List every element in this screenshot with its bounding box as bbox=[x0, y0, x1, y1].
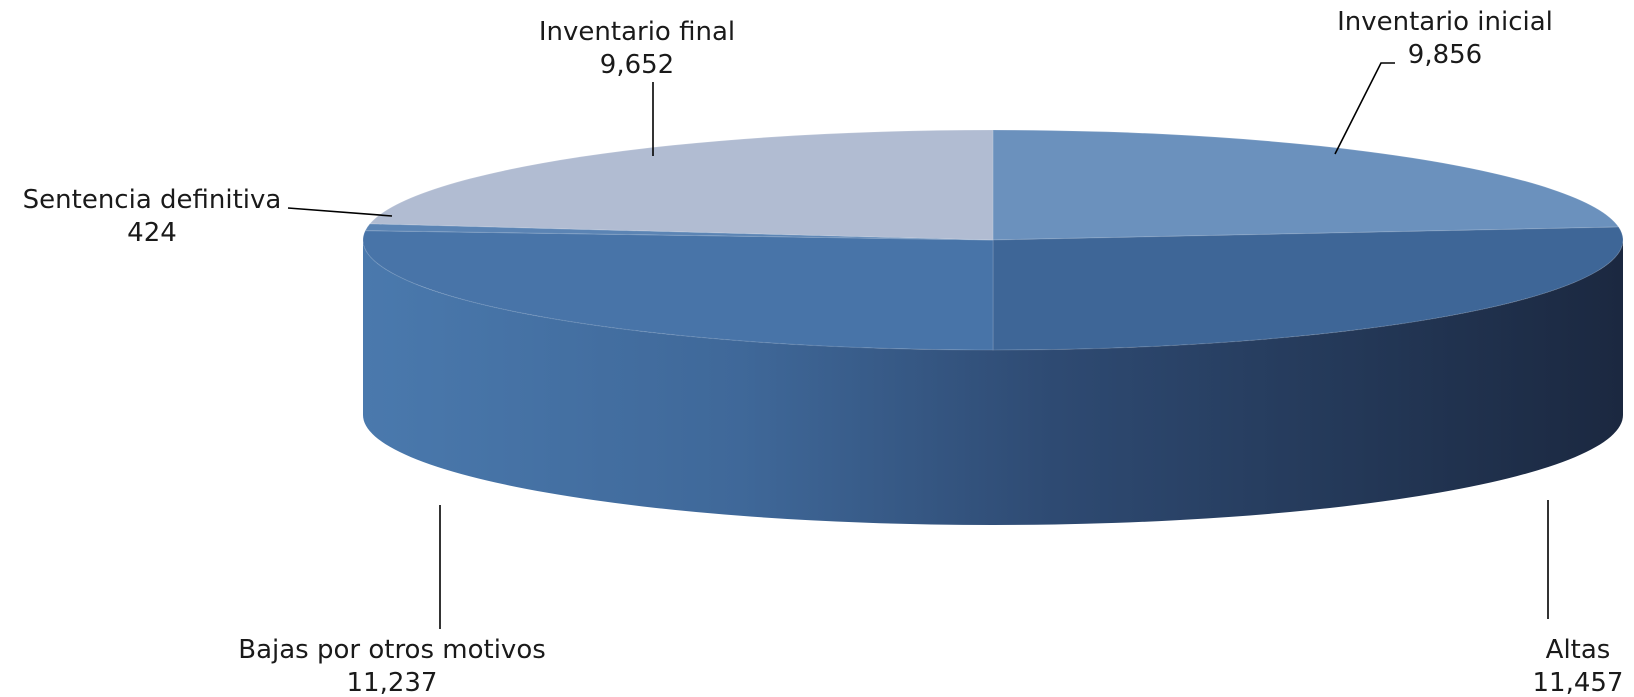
data-label-value-altas: 11,457 bbox=[1533, 668, 1624, 697]
pie-side-wall bbox=[363, 240, 1623, 525]
data-label-category-inventario-final: Inventario final bbox=[539, 17, 735, 47]
data-label-value-bajas-por-otros-motivos: 11,237 bbox=[347, 668, 438, 697]
pie-slice-sentencia-definitiva bbox=[364, 223, 994, 241]
leader-line-sentencia-definitiva bbox=[287, 207, 393, 217]
data-label-category-sentencia-definitiva: Sentencia definitiva bbox=[23, 185, 282, 215]
data-label-category-bajas-por-otros-motivos: Bajas por otros motivos bbox=[238, 635, 546, 665]
pie-top-layer bbox=[362, 129, 1624, 351]
pie-slice-altas bbox=[992, 226, 1624, 351]
pie-side-layer bbox=[363, 240, 1623, 525]
data-label-category-altas: Altas bbox=[1546, 635, 1611, 665]
data-label-category-inventario-inicial: Inventario inicial bbox=[1337, 7, 1553, 37]
data-label-value-inventario-inicial: 9,856 bbox=[1408, 40, 1482, 70]
data-label-value-sentencia-definitiva: 424 bbox=[127, 218, 177, 248]
data-label-value-inventario-final: 9,652 bbox=[600, 50, 674, 80]
leader-line-inventario-inicial bbox=[1334, 62, 1395, 155]
pie-slice-bajas-por-otros-motivos bbox=[362, 230, 994, 351]
pie-slice-inventario-inicial bbox=[992, 129, 1620, 241]
pie-slice-inventario-final bbox=[368, 129, 994, 241]
